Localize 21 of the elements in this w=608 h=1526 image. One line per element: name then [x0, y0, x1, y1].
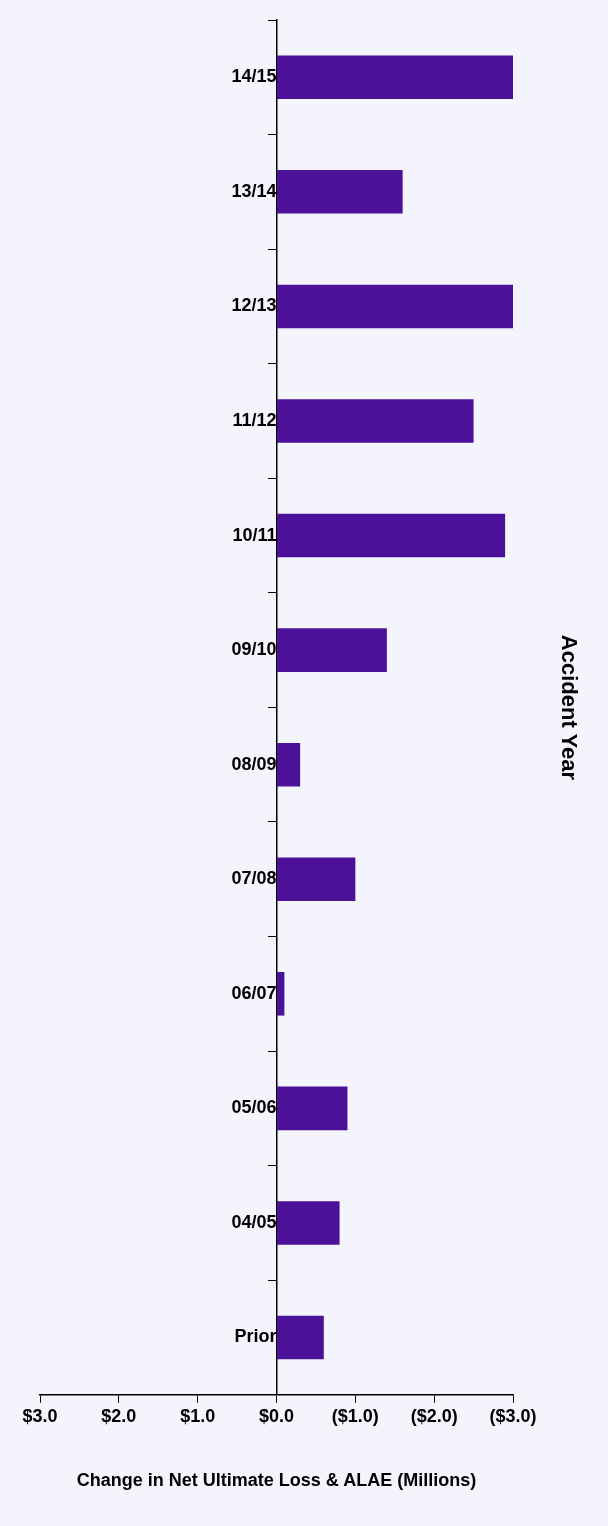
y-tick-label: Prior: [234, 1326, 277, 1347]
y-tick-label: 08/09: [231, 753, 277, 774]
x-tick-label: ($2.0): [410, 1405, 458, 1426]
y-tick-label: 12/13: [231, 295, 277, 316]
x-tick-label: $3.0: [22, 1405, 58, 1426]
x-axis-title: Change in Net Ultimate Loss & ALAE (Millions): [76, 1470, 477, 1491]
x-tick-label: $2.0: [101, 1405, 137, 1426]
y-tick-label: 09/10: [231, 639, 277, 660]
y-tick-label: 11/12: [232, 409, 277, 430]
x-tick-label: ($3.0): [489, 1405, 537, 1426]
x-tick-label: $1.0: [180, 1405, 216, 1426]
y-tick-label: 06/07: [231, 982, 277, 1003]
y-tick-label: 13/14: [231, 180, 277, 201]
x-tick-label: ($1.0): [331, 1405, 379, 1426]
x-tick-label: $0.0: [258, 1405, 295, 1426]
y-tick-label: 07/08: [231, 868, 277, 889]
y-axis-title: Accident Year: [556, 634, 582, 781]
y-tick-label: 14/15: [231, 66, 277, 87]
y-tick-label: 10/11: [232, 524, 277, 545]
y-tick-label: 05/06: [231, 1097, 277, 1118]
y-tick-label: 04/05: [231, 1211, 277, 1232]
